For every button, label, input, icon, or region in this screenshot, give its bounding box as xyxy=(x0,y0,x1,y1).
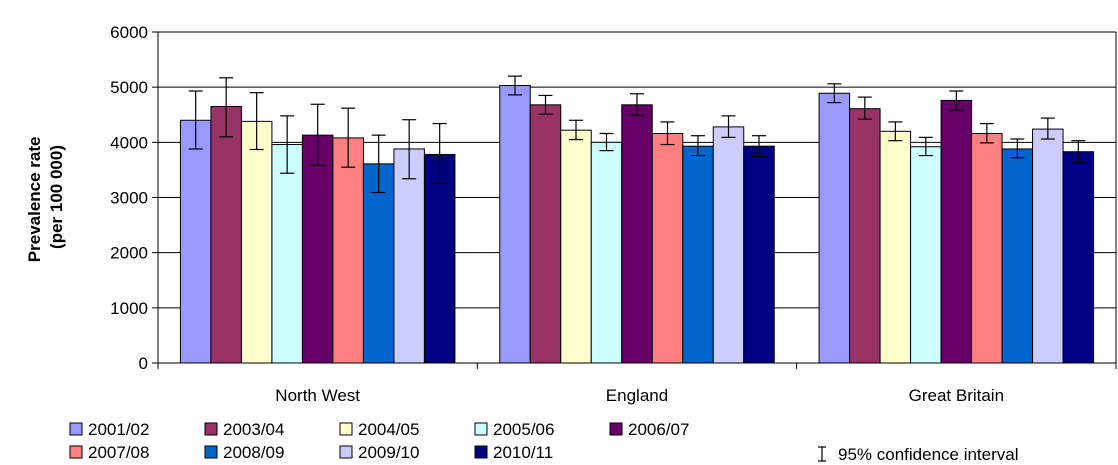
y-tick-label: 4000 xyxy=(110,133,148,152)
y-tick-label: 3000 xyxy=(110,189,148,208)
bar xyxy=(271,144,303,364)
bar xyxy=(940,99,973,364)
y-tick-label: 1000 xyxy=(110,299,148,318)
legend-label: 2005/06 xyxy=(493,420,554,439)
bar xyxy=(651,133,684,364)
legend-swatch xyxy=(69,422,83,436)
y-axis-label: Prevalence rate (per 100 000) xyxy=(25,132,66,262)
bar xyxy=(712,126,745,364)
legend-label: 2010/11 xyxy=(493,443,553,462)
bar xyxy=(818,92,851,364)
x-category-labels: North West England Great Britain xyxy=(275,386,1004,405)
legend: 2001/02 2003/04 2004/05 2005/06 2006/07 2007/… xyxy=(69,420,689,462)
legend-swatch xyxy=(339,422,353,436)
legend-swatch xyxy=(339,445,353,459)
ci-legend-label: 95% confidence interval xyxy=(838,445,1019,464)
bar xyxy=(621,104,653,364)
bar xyxy=(849,108,881,364)
y-tick-label: 0 xyxy=(139,354,148,373)
y-tick-labels: 0 1000 2000 3000 4000 5000 6000 xyxy=(110,23,148,373)
legend-swatch xyxy=(474,422,488,436)
bar xyxy=(560,129,592,364)
legend-label: 2004/05 xyxy=(358,420,419,439)
legend-swatch xyxy=(69,445,83,459)
legend-swatch xyxy=(474,445,488,459)
y-axis-label-line-1: Prevalence rate xyxy=(25,137,44,263)
bar xyxy=(332,137,364,364)
bar xyxy=(971,133,1003,364)
error-bars xyxy=(188,75,1086,194)
bar xyxy=(1001,148,1034,364)
legend-label: 2003/04 xyxy=(223,420,284,439)
legend-label: 2006/07 xyxy=(628,420,689,439)
ci-legend: 95% confidence interval xyxy=(818,445,1019,464)
bar xyxy=(499,85,531,364)
bar xyxy=(301,134,334,364)
legend-swatch xyxy=(204,422,218,436)
x-category-label: England xyxy=(606,386,668,405)
bar xyxy=(393,148,425,364)
x-category-label: North West xyxy=(275,386,360,405)
bar xyxy=(240,120,273,364)
bar xyxy=(423,153,456,364)
bar xyxy=(879,130,912,364)
legend-label: 2008/09 xyxy=(223,443,284,462)
bar xyxy=(362,163,395,364)
bar xyxy=(179,119,212,364)
x-category-label: Great Britain xyxy=(909,386,1004,405)
bar xyxy=(210,105,242,364)
bar xyxy=(590,141,623,364)
legend-label: 2001/02 xyxy=(88,420,149,439)
bar xyxy=(1032,128,1064,364)
legend-swatch xyxy=(204,445,218,459)
bar xyxy=(682,145,714,364)
legend-label: 2007/08 xyxy=(88,443,149,462)
y-tick-label: 2000 xyxy=(110,244,148,263)
bar xyxy=(910,146,942,364)
bar xyxy=(529,104,562,364)
bar xyxy=(743,145,775,364)
confidence-interval-icon xyxy=(818,446,826,462)
bars xyxy=(179,85,1095,364)
legend-swatch xyxy=(609,422,623,436)
axes xyxy=(152,31,1117,369)
y-tick-label: 6000 xyxy=(110,23,148,42)
y-tick-label: 5000 xyxy=(110,78,148,97)
legend-label: 2009/10 xyxy=(358,443,419,462)
y-axis-label-line-2: (per 100 000) xyxy=(47,145,66,249)
bar xyxy=(1062,151,1095,364)
